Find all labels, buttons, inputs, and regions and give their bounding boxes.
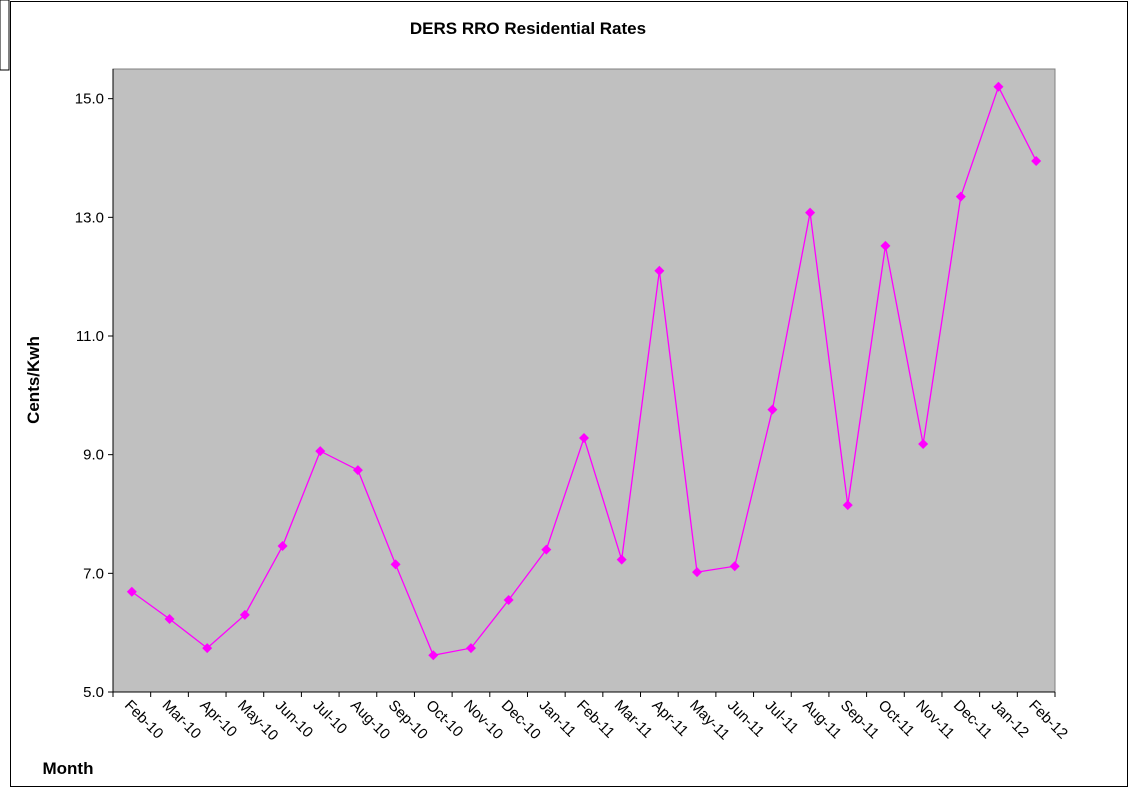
marker [465, 643, 476, 654]
marker [239, 609, 250, 620]
marker [277, 541, 288, 552]
x-axis-label: Month [43, 759, 94, 778]
y-tick-label: 11.0 [76, 328, 104, 345]
marker [654, 265, 665, 276]
plot-area [112, 68, 1056, 693]
y-axis-label: Cents/Kwh [24, 336, 43, 424]
frame-fragment [0, 0, 10, 71]
y-tick-label: 13.0 [75, 209, 104, 226]
marker [1031, 155, 1042, 166]
marker [315, 446, 326, 457]
marker [805, 207, 816, 218]
y-tick-label: 7.0 [83, 565, 104, 582]
marker [428, 650, 439, 661]
marker [352, 465, 363, 476]
marker [616, 554, 627, 565]
marker [955, 191, 966, 202]
marker [993, 81, 1004, 92]
marker [126, 586, 137, 597]
y-tick-label: 15.0 [75, 91, 104, 108]
marker [767, 404, 778, 415]
marker [202, 643, 213, 654]
chart-title: DERS RRO Residential Rates [410, 19, 646, 38]
marker [164, 614, 175, 625]
y-tick-label: 5.0 [83, 684, 104, 701]
marker [503, 595, 514, 606]
marker [692, 567, 703, 578]
marker [729, 561, 740, 572]
marker [880, 240, 891, 251]
marker [541, 544, 552, 555]
marker [390, 559, 401, 570]
y-tick-label: 9.0 [83, 447, 104, 464]
marker [842, 500, 853, 511]
marker [579, 433, 589, 444]
marker [918, 438, 929, 449]
